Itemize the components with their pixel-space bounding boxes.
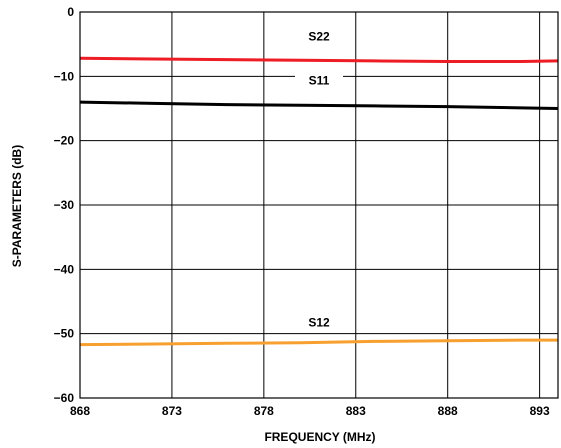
series-lines: [79, 56, 559, 347]
series-label-background: [295, 74, 343, 89]
y-tick-label: −20: [54, 134, 75, 148]
series-label-s12: S12: [308, 316, 330, 330]
y-tick-labels: 0 −10 −20 −30 −40 −50 −60: [54, 5, 75, 405]
y-tick-label: 0: [67, 5, 74, 19]
y-tick-label: −10: [54, 69, 75, 83]
x-tick-label: 893: [530, 404, 550, 418]
y-tick-label: −30: [54, 198, 75, 212]
series-label-background: [295, 30, 343, 45]
y-axis-title: S-PARAMETERS (dB): [10, 145, 24, 267]
x-tick-label: 868: [70, 404, 90, 418]
series-line-s12: [79, 338, 558, 347]
x-tick-label: 873: [162, 404, 182, 418]
x-tick-label: 878: [254, 404, 274, 418]
series-label-s22: S22: [308, 29, 330, 43]
series-line-s11: [79, 100, 559, 110]
x-tick-label: 888: [438, 404, 458, 418]
plot-frame: [79, 11, 559, 399]
x-tick-label: 883: [346, 404, 366, 418]
series-line-s22: [79, 56, 559, 63]
y-tick-label: −40: [54, 262, 75, 276]
y-tick-label: −50: [54, 327, 75, 341]
series-label-background: [295, 316, 343, 331]
series-labels: S22 S11 S12: [295, 29, 343, 331]
y-tick-label: −60: [54, 391, 75, 405]
x-axis-title: FREQUENCY (MHz): [264, 430, 375, 444]
series-label-s11: S11: [309, 74, 330, 88]
x-tick-labels: 868 873 878 883 888 893: [70, 404, 550, 418]
